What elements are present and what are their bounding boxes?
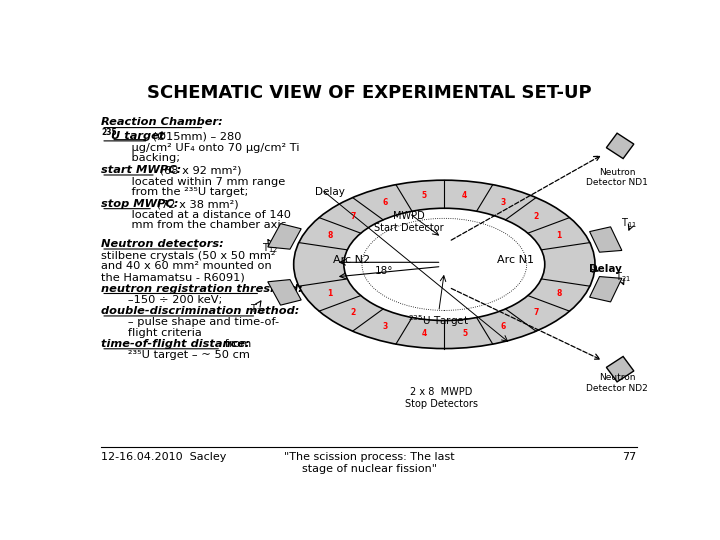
Polygon shape [268,224,301,249]
Text: (68 x 92 mm²): (68 x 92 mm²) [156,165,241,176]
Polygon shape [590,227,622,252]
Text: 77: 77 [623,453,637,462]
Text: 3: 3 [501,198,506,207]
Text: 8: 8 [328,231,333,240]
Text: from the ²³⁵U target;: from the ²³⁵U target; [117,187,248,198]
Polygon shape [606,133,634,159]
Text: 7: 7 [350,212,356,221]
Text: Neutron
Detector ND2: Neutron Detector ND2 [586,373,648,393]
Text: 4: 4 [421,329,426,338]
Text: 3: 3 [382,322,388,331]
Text: located at a distance of 140: located at a distance of 140 [117,210,291,220]
Text: located within 7 mm range: located within 7 mm range [117,177,285,187]
Text: T$_{12}$: T$_{12}$ [262,241,278,255]
Text: 2: 2 [350,308,356,317]
Text: $^{235}$U Target: $^{235}$U Target [408,313,469,329]
Text: – pulse shape and time-of-: – pulse shape and time-of- [117,317,279,327]
Text: from: from [221,339,251,349]
Text: Delay: Delay [315,187,345,198]
Text: time-of-flight distance:: time-of-flight distance: [101,339,250,349]
Text: μg/cm² UF₄ onto 70 μg/cm² Ti: μg/cm² UF₄ onto 70 μg/cm² Ti [117,143,300,153]
Polygon shape [590,276,622,302]
Text: flight criteria: flight criteria [117,328,202,338]
Text: "The scission process: The last
stage of nuclear fission": "The scission process: The last stage of… [284,453,454,474]
Text: backing;: backing; [117,153,180,164]
Text: 235: 235 [101,128,117,137]
Text: and 40 x 60 mm² mounted on: and 40 x 60 mm² mounted on [101,261,272,272]
Text: 1: 1 [328,289,333,298]
Text: (72 x 38 mm²): (72 x 38 mm²) [153,199,238,209]
Text: (Ø15mm) – 280: (Ø15mm) – 280 [148,131,241,141]
Text: U target: U target [111,131,165,141]
Text: 6: 6 [382,198,388,207]
Text: 5: 5 [421,191,426,200]
Text: Neutron
Detector ND1: Neutron Detector ND1 [586,167,648,187]
Text: stop MWPC:: stop MWPC: [101,199,179,209]
Text: Arc N1: Arc N1 [497,255,534,265]
Text: 4: 4 [462,191,467,200]
Text: stilbene crystals (50 x 50 mm²: stilbene crystals (50 x 50 mm² [101,251,276,261]
Text: Neutron detectors:: Neutron detectors: [101,239,224,249]
Text: 8: 8 [556,289,562,298]
Text: T$_{22}$: T$_{22}$ [250,302,266,316]
Text: start MWPC:: start MWPC: [101,165,181,176]
Text: 1: 1 [556,231,562,240]
Text: 18°: 18° [375,266,393,276]
Text: ²³⁵U target – ~ 50 cm: ²³⁵U target – ~ 50 cm [117,350,250,360]
Text: 12-16.04.2010  Sacley: 12-16.04.2010 Sacley [101,453,227,462]
Text: neutron registration threshold:: neutron registration threshold: [101,284,303,294]
Text: 5: 5 [462,329,467,338]
Text: Delay: Delay [590,264,622,274]
Ellipse shape [294,180,595,349]
Text: 2: 2 [534,212,539,221]
Ellipse shape [344,208,545,321]
Polygon shape [268,280,301,305]
Text: the Hamamatsu - R6091): the Hamamatsu - R6091) [101,272,245,282]
Text: 2 x 8  MWPD
Stop Detectors: 2 x 8 MWPD Stop Detectors [405,387,478,409]
Text: MWPD
Start Detector: MWPD Start Detector [374,211,444,233]
Text: 6: 6 [501,322,506,331]
Text: 7: 7 [534,308,539,317]
Text: –150 ÷ 200 keV;: –150 ÷ 200 keV; [117,295,222,305]
Text: mm from the chamber axis.: mm from the chamber axis. [117,220,290,230]
Text: Reaction Chamber:: Reaction Chamber: [101,117,222,127]
Text: T$_{21}$: T$_{21}$ [616,271,631,284]
Text: double-discrimination method:: double-discrimination method: [101,306,300,316]
Text: Arc N2: Arc N2 [333,255,369,265]
Polygon shape [606,356,634,382]
Text: SCHEMATIC VIEW OF EXPERIMENTAL SET-UP: SCHEMATIC VIEW OF EXPERIMENTAL SET-UP [147,84,591,102]
Text: T$_{11}$: T$_{11}$ [621,216,637,229]
